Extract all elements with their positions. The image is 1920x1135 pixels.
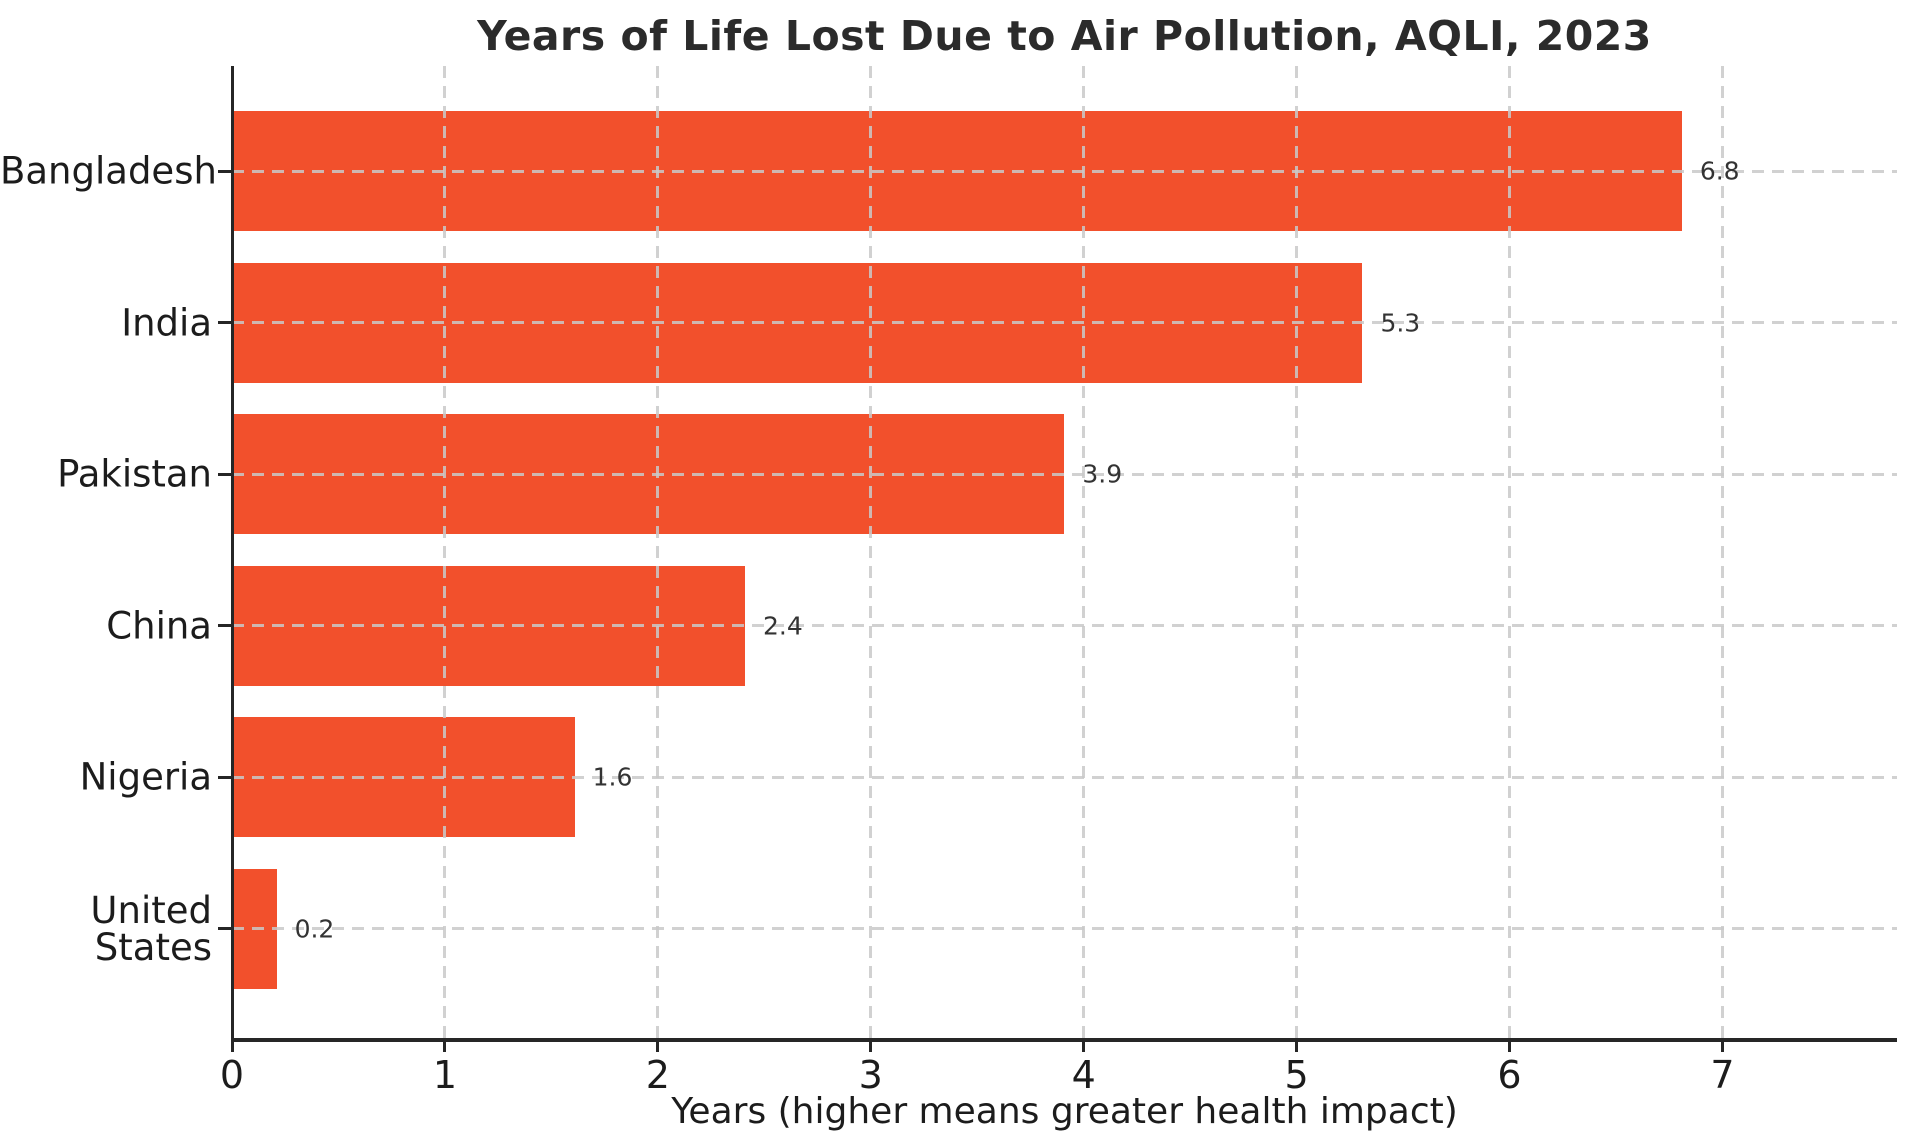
- chart-title: Years of Life Lost Due to Air Pollution,…: [477, 12, 1652, 60]
- y-axis-tick: [218, 169, 232, 173]
- v-gridline: [443, 66, 447, 1038]
- x-tick-label: 0: [219, 1053, 245, 1097]
- h-gridline: [232, 169, 1897, 173]
- x-axis-tick: [1720, 1038, 1724, 1052]
- bar-value-label: 1.6: [592, 762, 633, 792]
- y-category-label: Pakistan: [57, 452, 212, 496]
- y-category-label: Bangladesh: [0, 149, 217, 193]
- y-category-label: India: [121, 301, 212, 344]
- y-axis-tick: [218, 321, 232, 324]
- bar-value-label: 6.8: [1699, 156, 1740, 186]
- x-tick-label: 5: [1284, 1053, 1309, 1097]
- y-category-label: China: [106, 604, 212, 647]
- x-tick-label: 7: [1710, 1053, 1735, 1097]
- h-gridline: [232, 624, 1897, 627]
- bar-value-label: 3.9: [1082, 459, 1123, 489]
- y-axis-tick: [218, 624, 232, 627]
- plot-area: 6.8 5.3 3.9 2.4 1.6 0.2: [218, 66, 1897, 1052]
- x-axis-tick: [869, 1038, 873, 1052]
- y-category-label: United States: [90, 888, 212, 969]
- x-axis-tick: [1507, 1038, 1511, 1052]
- h-gridline: [232, 927, 1897, 930]
- y-axis-tick: [218, 472, 232, 476]
- h-gridline: [232, 775, 1897, 779]
- x-axis-tick: [1295, 1038, 1299, 1052]
- x-tick-label: 1: [432, 1053, 457, 1097]
- v-gridline: [1295, 66, 1299, 1038]
- v-gridline: [1507, 66, 1511, 1038]
- v-gridline: [1082, 66, 1086, 1038]
- x-axis-spine: [231, 1038, 1897, 1042]
- v-gridline: [1720, 66, 1724, 1038]
- y-axis-tick: [218, 775, 232, 779]
- h-gridline: [232, 321, 1897, 324]
- bar-value-label: 2.4: [762, 611, 803, 640]
- x-tick-label: 2: [645, 1053, 670, 1097]
- h-gridline: [232, 472, 1897, 476]
- x-axis-tick: [230, 1038, 234, 1052]
- bar-value-label: 5.3: [1380, 308, 1421, 337]
- x-tick-label: 4: [1071, 1053, 1096, 1097]
- bar-value-label: 0.2: [294, 914, 335, 943]
- y-axis-spine: [231, 66, 234, 1041]
- x-tick-label: 3: [858, 1053, 883, 1097]
- v-gridline: [869, 66, 873, 1038]
- x-axis-tick: [1082, 1038, 1086, 1052]
- x-axis-tick: [656, 1038, 660, 1052]
- x-axis-tick: [443, 1038, 447, 1052]
- y-category-label: Nigeria: [79, 755, 212, 799]
- y-axis-tick: [218, 927, 232, 930]
- x-tick-label: 6: [1497, 1053, 1522, 1097]
- v-gridline: [656, 66, 660, 1038]
- x-axis-title: Years (higher means greater health impac…: [671, 1091, 1458, 1132]
